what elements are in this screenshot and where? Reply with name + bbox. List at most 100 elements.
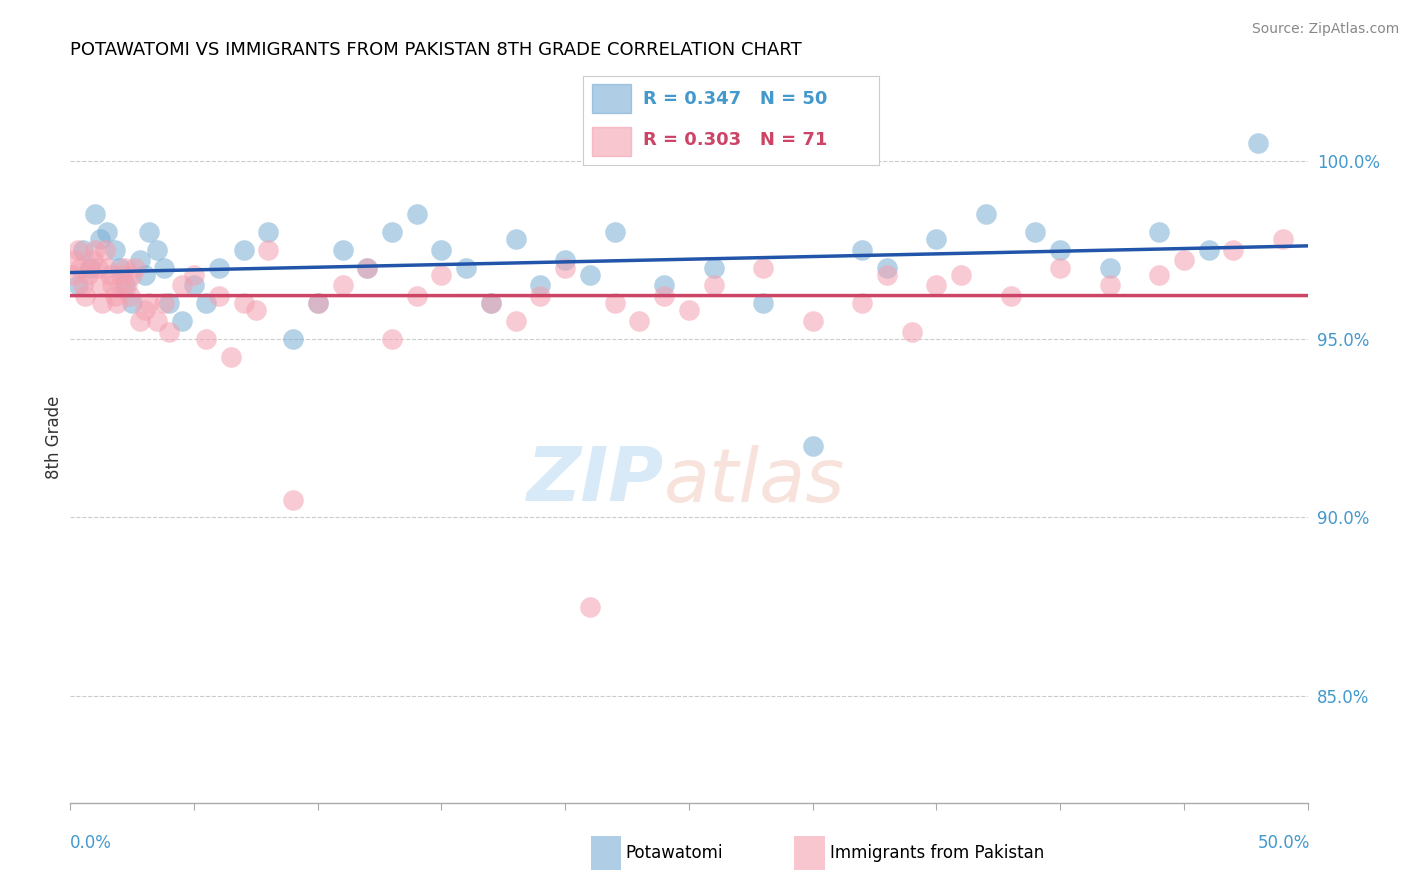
- Point: [89, 278, 111, 293]
- Point: [138, 296, 160, 310]
- Text: 0.0%: 0.0%: [70, 834, 112, 852]
- Point: [208, 260, 231, 275]
- Point: [356, 260, 378, 275]
- Point: [752, 260, 775, 275]
- Point: [94, 243, 117, 257]
- Point: [195, 296, 218, 310]
- Point: [430, 243, 453, 257]
- Point: [65, 253, 87, 268]
- Point: [232, 243, 254, 257]
- Point: [529, 278, 551, 293]
- Point: [84, 243, 107, 257]
- Point: [86, 260, 108, 275]
- Point: [66, 243, 89, 257]
- Point: [950, 268, 973, 282]
- Point: [128, 314, 150, 328]
- Point: [430, 268, 453, 282]
- Point: [579, 599, 602, 614]
- Point: [652, 278, 675, 293]
- Point: [157, 296, 180, 310]
- Point: [1247, 136, 1270, 150]
- Point: [900, 325, 922, 339]
- Point: [128, 253, 150, 268]
- Point: [1271, 232, 1294, 246]
- Point: [851, 243, 873, 257]
- Point: [505, 314, 527, 328]
- Point: [307, 296, 329, 310]
- Point: [115, 278, 138, 293]
- Point: [114, 260, 136, 275]
- Point: [1173, 253, 1195, 268]
- Text: Source: ZipAtlas.com: Source: ZipAtlas.com: [1251, 22, 1399, 37]
- Point: [146, 314, 169, 328]
- Point: [170, 314, 193, 328]
- Point: [1222, 243, 1244, 257]
- Point: [118, 289, 141, 303]
- Point: [974, 207, 997, 221]
- Point: [1198, 243, 1220, 257]
- Point: [529, 289, 551, 303]
- Point: [79, 260, 101, 275]
- Point: [801, 314, 824, 328]
- Point: [195, 332, 218, 346]
- Point: [75, 289, 97, 303]
- Point: [554, 253, 576, 268]
- Point: [79, 260, 101, 275]
- Point: [925, 232, 948, 246]
- Point: [153, 296, 176, 310]
- Point: [281, 332, 304, 346]
- Text: 50.0%: 50.0%: [1258, 834, 1310, 852]
- Text: Potawatomi: Potawatomi: [626, 844, 723, 862]
- Point: [104, 289, 127, 303]
- Point: [652, 289, 675, 303]
- Point: [579, 268, 602, 282]
- Point: [98, 268, 121, 282]
- Point: [381, 225, 404, 239]
- Point: [108, 260, 131, 275]
- Point: [111, 268, 134, 282]
- Point: [89, 232, 111, 246]
- Point: [381, 332, 404, 346]
- Point: [1049, 260, 1071, 275]
- Point: [628, 314, 651, 328]
- Text: ZIP: ZIP: [527, 444, 664, 517]
- Point: [456, 260, 478, 275]
- Point: [703, 278, 725, 293]
- Point: [72, 278, 94, 293]
- Bar: [592, 127, 631, 156]
- Text: R = 0.303   N = 71: R = 0.303 N = 71: [643, 131, 827, 149]
- Point: [245, 303, 267, 318]
- Point: [134, 303, 156, 318]
- Point: [405, 289, 427, 303]
- Point: [66, 278, 89, 293]
- Point: [96, 225, 118, 239]
- Text: atlas: atlas: [664, 445, 845, 517]
- Point: [1098, 260, 1121, 275]
- Point: [1098, 278, 1121, 293]
- Point: [1147, 225, 1170, 239]
- Point: [91, 296, 114, 310]
- Point: [752, 296, 775, 310]
- Point: [405, 207, 427, 221]
- Point: [183, 268, 205, 282]
- Point: [232, 296, 254, 310]
- Point: [801, 439, 824, 453]
- Point: [1147, 268, 1170, 282]
- Text: POTAWATOMI VS IMMIGRANTS FROM PAKISTAN 8TH GRADE CORRELATION CHART: POTAWATOMI VS IMMIGRANTS FROM PAKISTAN 8…: [70, 41, 801, 59]
- Point: [1049, 243, 1071, 257]
- Point: [62, 268, 84, 282]
- Point: [281, 492, 304, 507]
- Point: [479, 296, 502, 310]
- Point: [678, 303, 700, 318]
- Point: [69, 260, 91, 275]
- Point: [72, 243, 94, 257]
- Point: [134, 268, 156, 282]
- Point: [108, 278, 131, 293]
- Point: [356, 260, 378, 275]
- Point: [76, 268, 98, 282]
- Point: [219, 350, 242, 364]
- Point: [101, 278, 124, 293]
- Text: R = 0.347   N = 50: R = 0.347 N = 50: [643, 90, 827, 108]
- Point: [104, 243, 127, 257]
- Point: [121, 268, 143, 282]
